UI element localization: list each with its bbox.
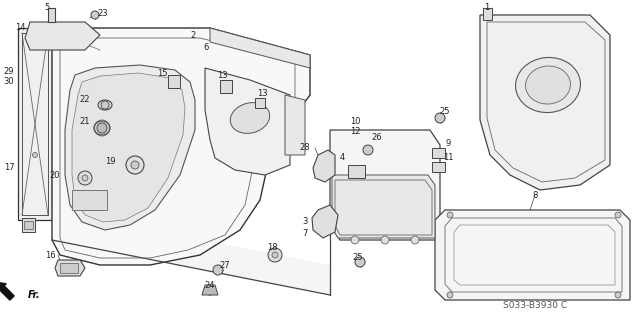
Text: 4: 4 [339,153,344,162]
Text: 5: 5 [44,3,50,11]
Circle shape [381,236,389,244]
Polygon shape [18,28,52,220]
Polygon shape [330,130,440,240]
Text: 2: 2 [190,31,196,40]
Polygon shape [432,148,445,158]
Polygon shape [25,22,100,50]
Polygon shape [52,210,330,295]
Text: 13: 13 [217,71,227,80]
Circle shape [205,285,215,295]
Text: 7: 7 [302,228,308,238]
Polygon shape [480,15,610,190]
Polygon shape [55,260,85,276]
Circle shape [363,145,373,155]
Circle shape [78,171,92,185]
Circle shape [615,212,621,218]
Circle shape [131,161,139,169]
Circle shape [33,152,38,158]
Text: 11: 11 [443,153,453,162]
Circle shape [351,236,359,244]
Polygon shape [332,175,435,238]
Polygon shape [285,95,305,155]
Text: 25: 25 [353,254,364,263]
Circle shape [272,252,278,258]
Text: 22: 22 [80,95,90,105]
Text: S033-B3930 C: S033-B3930 C [503,300,567,309]
Circle shape [91,11,99,19]
Text: 6: 6 [204,43,209,53]
Text: 29: 29 [4,68,14,77]
Ellipse shape [94,121,110,135]
Circle shape [411,236,419,244]
Polygon shape [432,162,445,172]
Polygon shape [255,98,265,108]
Polygon shape [65,65,195,230]
Circle shape [447,212,453,218]
Circle shape [101,101,109,109]
Polygon shape [220,80,232,93]
Bar [60,263,78,273]
Text: 28: 28 [300,144,310,152]
FancyArrow shape [0,282,14,300]
Polygon shape [22,218,35,232]
Bar [72,190,107,210]
Text: 18: 18 [267,243,277,253]
Text: 17: 17 [4,164,14,173]
Circle shape [126,156,144,174]
Text: 27: 27 [220,261,230,270]
Text: 14: 14 [15,23,25,32]
Polygon shape [483,8,492,20]
Polygon shape [168,75,180,88]
Text: 10: 10 [349,117,360,127]
Polygon shape [205,68,290,175]
Text: 24: 24 [205,280,215,290]
Text: 26: 26 [372,133,382,143]
Circle shape [355,257,365,267]
Circle shape [435,113,445,123]
Text: 1: 1 [484,3,490,11]
Text: 19: 19 [105,158,115,167]
Polygon shape [348,165,365,178]
Circle shape [82,175,88,181]
Text: 25: 25 [440,108,451,116]
Polygon shape [52,28,310,265]
Ellipse shape [525,66,570,104]
Ellipse shape [230,103,269,133]
Text: 16: 16 [45,250,55,259]
Text: 15: 15 [157,69,167,78]
Polygon shape [313,150,335,182]
Polygon shape [48,8,55,22]
Bar [24,221,33,229]
Text: 13: 13 [257,88,268,98]
Text: 30: 30 [4,78,14,86]
Ellipse shape [98,100,112,110]
Polygon shape [312,205,338,238]
Polygon shape [72,73,185,222]
Circle shape [615,292,621,298]
Text: 21: 21 [80,117,90,127]
Polygon shape [202,285,218,295]
Polygon shape [210,28,310,68]
Circle shape [213,265,223,275]
Circle shape [268,248,282,262]
Circle shape [447,292,453,298]
Text: 23: 23 [98,10,108,19]
Ellipse shape [516,57,580,113]
Text: Fr.: Fr. [28,290,40,300]
Text: 12: 12 [349,128,360,137]
Text: 3: 3 [302,218,308,226]
Text: 20: 20 [50,170,60,180]
Text: 9: 9 [445,139,451,149]
Text: 8: 8 [532,190,538,199]
Circle shape [97,123,107,133]
Polygon shape [435,210,630,300]
